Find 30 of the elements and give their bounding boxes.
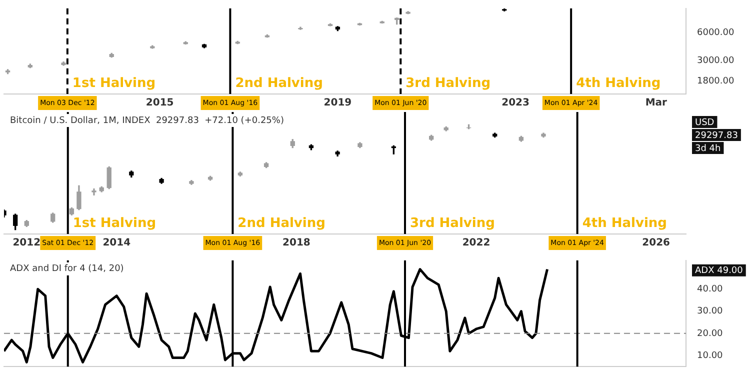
- y-tick-label: 30.00: [697, 306, 724, 317]
- annotation: 2nd Halving: [238, 216, 326, 231]
- x-tick-label: 2015: [146, 98, 174, 109]
- text: ADX and DI for 4 (14, 20): [10, 264, 124, 274]
- x-tick-label: 2022: [462, 238, 490, 249]
- annotation: 2nd Halving: [235, 76, 323, 91]
- x-tick-label: 2019: [324, 98, 352, 109]
- x-tick-label: 2012: [12, 238, 41, 249]
- annotation: 1st Halving: [72, 76, 156, 91]
- text: USD: [695, 118, 714, 128]
- annotation: 1st Halving: [72, 216, 156, 231]
- y-tick-label: 6000.00: [697, 28, 734, 38]
- annotation: 3rd Halving: [410, 216, 495, 231]
- chart-title: Bitcoin / U.S. Dollar, 1M, INDEX 29297.83 +72.10 (+0.25%): [10, 116, 284, 126]
- text: 3d 4h: [695, 144, 721, 154]
- x-tick-label: Mar: [645, 98, 668, 109]
- y-tick-label: 20.00: [697, 328, 724, 339]
- x-tick-label: 2018: [282, 238, 310, 249]
- y-tick-label: 40.00: [697, 284, 724, 295]
- y-tick-label: 1800.00: [697, 76, 734, 86]
- annotation: 4th Halving: [576, 76, 661, 91]
- y-tick-label: 10.00: [697, 350, 724, 361]
- annotation: 3rd Halving: [406, 76, 491, 91]
- x-tick-label: 2026: [642, 238, 670, 249]
- x-tick-label: 2023: [502, 98, 530, 109]
- x-tick-label: 2014: [102, 238, 131, 249]
- annotation: 4th Halving: [582, 216, 667, 231]
- text: 29297.83: [695, 130, 738, 141]
- text: ADX 49.00: [695, 266, 744, 276]
- y-tick-label: 3000.00: [697, 56, 734, 66]
